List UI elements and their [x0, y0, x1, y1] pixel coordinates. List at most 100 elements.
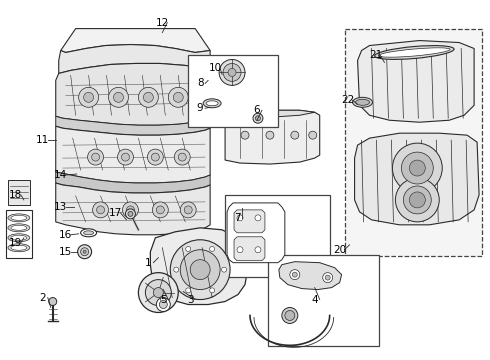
Circle shape	[228, 68, 236, 76]
Circle shape	[266, 131, 274, 139]
Circle shape	[190, 260, 210, 280]
Text: 3: 3	[187, 294, 194, 305]
Circle shape	[210, 288, 215, 293]
Circle shape	[184, 206, 192, 214]
Circle shape	[122, 202, 138, 218]
Circle shape	[153, 288, 163, 298]
Ellipse shape	[356, 99, 369, 105]
Circle shape	[237, 247, 243, 253]
Circle shape	[83, 250, 86, 253]
Circle shape	[241, 131, 249, 139]
Circle shape	[128, 211, 133, 216]
Ellipse shape	[375, 46, 454, 59]
Polygon shape	[56, 183, 210, 235]
Circle shape	[219, 59, 245, 85]
Ellipse shape	[8, 224, 30, 232]
Bar	[8, 180, 30, 205]
Polygon shape	[225, 110, 319, 164]
Circle shape	[291, 131, 299, 139]
Polygon shape	[358, 41, 474, 122]
Text: 19: 19	[9, 238, 23, 248]
Ellipse shape	[203, 99, 221, 108]
Circle shape	[152, 202, 168, 218]
Text: 4: 4	[312, 294, 318, 305]
Circle shape	[125, 209, 135, 219]
Polygon shape	[355, 133, 479, 225]
Text: 11: 11	[36, 135, 49, 145]
Circle shape	[93, 202, 108, 218]
Text: 15: 15	[59, 247, 73, 257]
Text: 16: 16	[59, 230, 73, 240]
Ellipse shape	[81, 229, 97, 237]
Text: 21: 21	[369, 50, 382, 60]
Circle shape	[323, 273, 333, 283]
Text: 9: 9	[197, 103, 203, 113]
Text: 2: 2	[40, 293, 46, 302]
Text: 5: 5	[160, 294, 167, 305]
Circle shape	[180, 250, 220, 289]
Circle shape	[88, 149, 103, 165]
Ellipse shape	[11, 245, 27, 250]
Circle shape	[255, 247, 261, 253]
Text: 20: 20	[333, 245, 346, 255]
Circle shape	[174, 267, 179, 272]
Circle shape	[180, 202, 196, 218]
Ellipse shape	[206, 101, 218, 106]
Circle shape	[126, 206, 134, 214]
Circle shape	[147, 149, 163, 165]
Circle shape	[392, 143, 442, 193]
Polygon shape	[225, 110, 315, 118]
Circle shape	[78, 87, 98, 107]
Circle shape	[156, 298, 171, 311]
Circle shape	[122, 153, 129, 161]
Circle shape	[92, 153, 99, 161]
Ellipse shape	[353, 97, 372, 107]
Text: 10: 10	[209, 63, 221, 73]
Circle shape	[138, 273, 178, 312]
Text: 12: 12	[156, 18, 169, 28]
Text: 14: 14	[54, 170, 67, 180]
Circle shape	[144, 92, 153, 102]
Ellipse shape	[11, 225, 27, 230]
Circle shape	[237, 215, 243, 221]
Circle shape	[403, 186, 431, 214]
Circle shape	[290, 270, 300, 280]
Circle shape	[151, 153, 159, 161]
Polygon shape	[56, 172, 210, 193]
Circle shape	[401, 152, 433, 184]
Text: 22: 22	[341, 95, 354, 105]
Circle shape	[84, 92, 94, 102]
Bar	[268, 255, 379, 346]
Circle shape	[174, 149, 190, 165]
Text: 18: 18	[9, 190, 23, 200]
Circle shape	[223, 63, 241, 81]
Text: 1: 1	[145, 258, 152, 268]
Circle shape	[210, 247, 215, 251]
Bar	[6, 210, 32, 258]
Circle shape	[255, 215, 261, 221]
Circle shape	[168, 87, 188, 107]
Circle shape	[114, 92, 123, 102]
Circle shape	[285, 310, 295, 320]
Circle shape	[186, 288, 191, 293]
Circle shape	[253, 113, 263, 123]
Ellipse shape	[379, 48, 450, 57]
Polygon shape	[234, 237, 265, 261]
Circle shape	[171, 240, 230, 300]
Circle shape	[395, 178, 439, 222]
Polygon shape	[59, 45, 210, 73]
Text: 7: 7	[234, 213, 240, 223]
Circle shape	[173, 92, 183, 102]
Circle shape	[138, 87, 158, 107]
Ellipse shape	[84, 231, 94, 235]
Circle shape	[146, 280, 172, 306]
Bar	[225, 195, 330, 276]
Circle shape	[159, 301, 167, 309]
Text: 17: 17	[109, 208, 122, 218]
Ellipse shape	[11, 235, 27, 240]
Circle shape	[156, 206, 164, 214]
Text: 6: 6	[254, 105, 260, 115]
Polygon shape	[234, 210, 265, 233]
Circle shape	[49, 298, 57, 306]
Circle shape	[81, 248, 89, 256]
